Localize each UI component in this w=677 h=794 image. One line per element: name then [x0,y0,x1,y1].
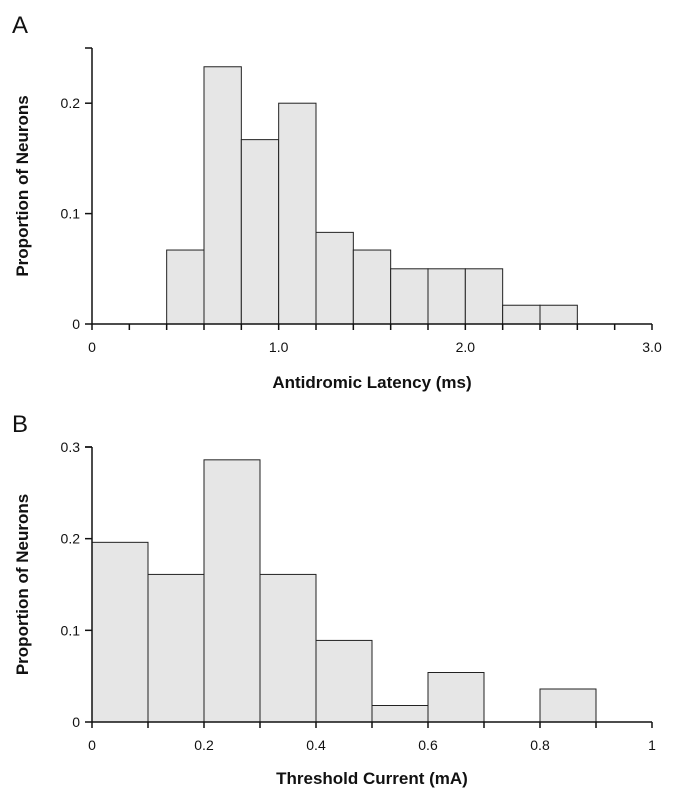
histogram-bar [240,139,280,325]
y-tick-label: 0.2 [61,531,81,547]
x-tick-label: 0.2 [194,737,214,753]
y-tick-label: 0 [72,316,80,332]
histogram-bar [371,705,429,723]
x-tick-label: 1 [648,737,656,753]
histogram-bar [390,268,429,325]
x-tick-label: 0.8 [530,737,550,753]
histogram-bar [147,573,205,723]
x-tick-label: 0 [88,737,96,753]
histogram-bar [315,231,354,325]
histogram-bar [278,102,317,325]
x-axis-title: Antidromic Latency (ms) [272,373,471,392]
histogram-bar [259,573,317,723]
histogram-bar [203,459,261,723]
y-tick-label: 0.2 [61,95,81,111]
histogram-bar [427,672,485,723]
panel-a: 0 1.0 2.0 3.0 0 0.1 0.2 Antidromic Latency (ms)… [12,12,662,392]
panel-label-a: A [12,12,28,39]
y-tick-label: 0.1 [61,622,81,638]
y-tick-label: 0.3 [61,439,81,455]
y-axis-title: Proportion of Neurons [13,95,32,276]
histogram-bar [502,304,541,325]
panel-label-b: B [12,411,28,438]
x-axis-title: Threshold Current (mA) [276,769,468,788]
histogram-bar [166,249,205,325]
x-tick-label: 2.0 [456,339,476,355]
x-tick-label: 3.0 [642,339,662,355]
y-tick-label: 0 [72,714,80,730]
histogram-bar [539,688,597,723]
y-tick-label: 0.1 [61,206,81,222]
histogram-bar [315,639,373,723]
x-tick-label: 0.4 [306,737,326,753]
y-axis-title: Proportion of Neurons [13,494,32,675]
panel-b: 0 0.2 0.4 0.6 0.8 1 0 0.1 0.2 0.3 Threshold Curren… [12,411,656,788]
histogram-bar [539,304,578,325]
histogram-bar [203,66,242,325]
x-tick-label: 1.0 [269,339,289,355]
x-tick-label: 0.6 [418,737,438,753]
histogram-bar [91,541,149,723]
histogram-bar [352,249,392,325]
histogram-bar [427,268,466,325]
histogram-bar [464,268,504,325]
x-tick-label: 0 [88,339,96,355]
